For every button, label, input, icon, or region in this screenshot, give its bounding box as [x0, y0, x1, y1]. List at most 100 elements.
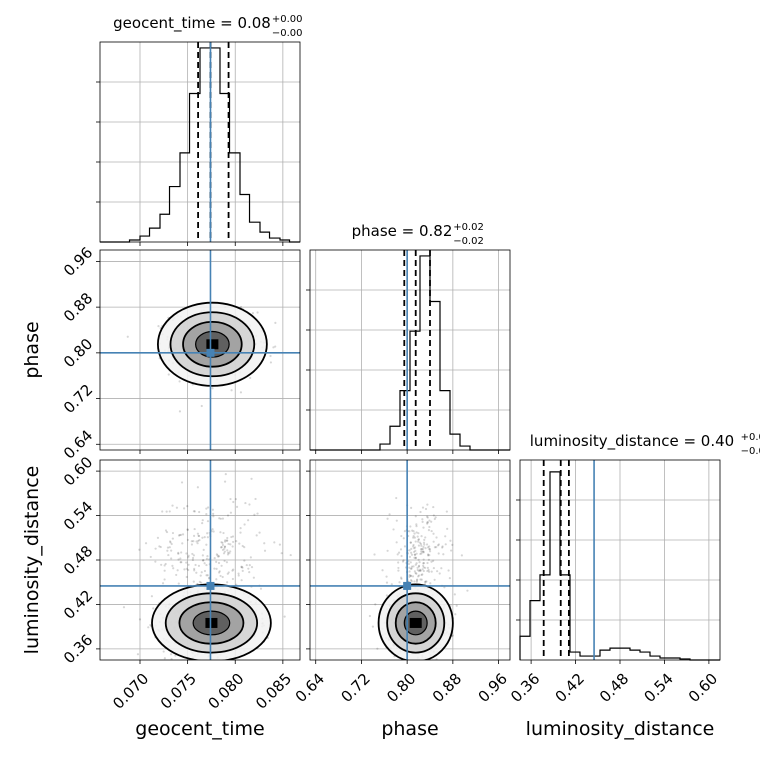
sample-point — [180, 481, 184, 484]
sample-point — [421, 568, 424, 571]
sample-point — [232, 568, 235, 571]
sample-point — [229, 511, 233, 514]
sample-point — [386, 549, 389, 552]
sample-point — [451, 543, 454, 546]
sample-point — [253, 513, 256, 516]
sample-point — [424, 580, 427, 583]
sample-point — [424, 566, 427, 569]
sample-point — [150, 595, 154, 598]
sample-point — [424, 547, 427, 550]
sample-point — [225, 561, 229, 564]
sample-point — [412, 530, 415, 533]
sample-point — [425, 515, 429, 518]
sample-point — [239, 527, 242, 530]
x-tick-label: 0.72 — [337, 670, 373, 706]
sample-points — [100, 250, 300, 450]
sample-point — [237, 572, 240, 575]
sample-point — [212, 512, 215, 515]
sample-point — [227, 542, 230, 546]
sample-point — [144, 542, 148, 545]
sample-point — [175, 506, 179, 509]
sample-point — [243, 559, 246, 562]
sample-point — [162, 650, 165, 653]
sample-point — [412, 545, 415, 548]
sample-point — [410, 567, 413, 570]
sample-point — [232, 540, 235, 544]
x-tick-label: 0.070 — [109, 670, 152, 713]
sample-point — [215, 553, 218, 556]
sample-point — [205, 563, 208, 567]
sample-point — [231, 535, 235, 538]
sample-point — [420, 544, 423, 547]
sample-point — [374, 603, 377, 606]
panel-title: luminosity_distance = 0.40 — [530, 432, 734, 451]
sample-point — [186, 504, 189, 508]
sample-point — [226, 514, 230, 517]
sample-point — [195, 540, 198, 543]
sample-point — [235, 540, 238, 543]
sample-point — [175, 573, 178, 577]
sample-point — [205, 513, 208, 516]
sample-point — [376, 647, 379, 650]
histogram-phase — [310, 255, 510, 451]
sample-point — [170, 557, 173, 560]
sample-point — [218, 571, 221, 574]
sample-point — [402, 559, 405, 562]
sample-point — [395, 519, 398, 522]
sample-point — [426, 521, 429, 524]
x-tick-label: 0.96 — [475, 670, 511, 706]
sample-point — [217, 555, 220, 558]
sample-point — [192, 554, 195, 557]
sample-point — [211, 528, 214, 531]
sample-point — [414, 556, 417, 559]
sample-point — [186, 528, 189, 531]
sample-point — [415, 525, 418, 528]
sample-point — [215, 567, 218, 571]
sample-point — [229, 543, 232, 546]
sample-point — [243, 545, 246, 549]
y-tick-label: 0.96 — [60, 243, 96, 279]
sample-points — [310, 460, 510, 660]
sample-point — [444, 535, 447, 538]
sample-point — [185, 575, 188, 579]
sample-point — [154, 560, 157, 563]
sample-point — [223, 545, 226, 548]
sample-point — [215, 560, 218, 563]
sample-point — [428, 519, 431, 522]
sample-point — [181, 542, 184, 545]
sample-point — [250, 477, 253, 480]
sample-point — [397, 566, 400, 570]
sample-point — [432, 514, 435, 517]
sample-point — [421, 550, 424, 553]
sample-point — [193, 569, 196, 572]
sample-point — [197, 534, 201, 538]
x-tick-label: 0.085 — [252, 670, 295, 713]
sample-point — [408, 570, 411, 573]
sample-point — [192, 580, 195, 583]
sample-point — [217, 555, 221, 558]
axes-frame — [99, 249, 301, 451]
sample-point — [227, 571, 230, 574]
scatter-panel-geocent_time-luminosity_distance — [99, 459, 301, 661]
sample-point — [223, 559, 226, 563]
sample-point — [226, 549, 229, 552]
sample-point — [248, 564, 251, 567]
sample-point — [421, 506, 425, 509]
sample-point — [190, 540, 193, 543]
sample-point — [239, 531, 242, 534]
sample-point — [229, 497, 232, 501]
sample-point — [408, 555, 412, 558]
sample-point — [203, 536, 206, 539]
sample-point — [413, 550, 416, 554]
sample-point — [221, 541, 224, 544]
sample-point — [410, 580, 413, 583]
sample-point — [170, 658, 173, 660]
histogram-luminosity_distance — [519, 471, 720, 661]
sample-point — [159, 545, 162, 549]
sample-point — [220, 545, 223, 549]
sample-point — [245, 563, 248, 567]
sample-point — [247, 567, 250, 570]
sample-point — [283, 615, 286, 618]
sample-point — [165, 510, 168, 513]
sample-point — [433, 578, 436, 581]
